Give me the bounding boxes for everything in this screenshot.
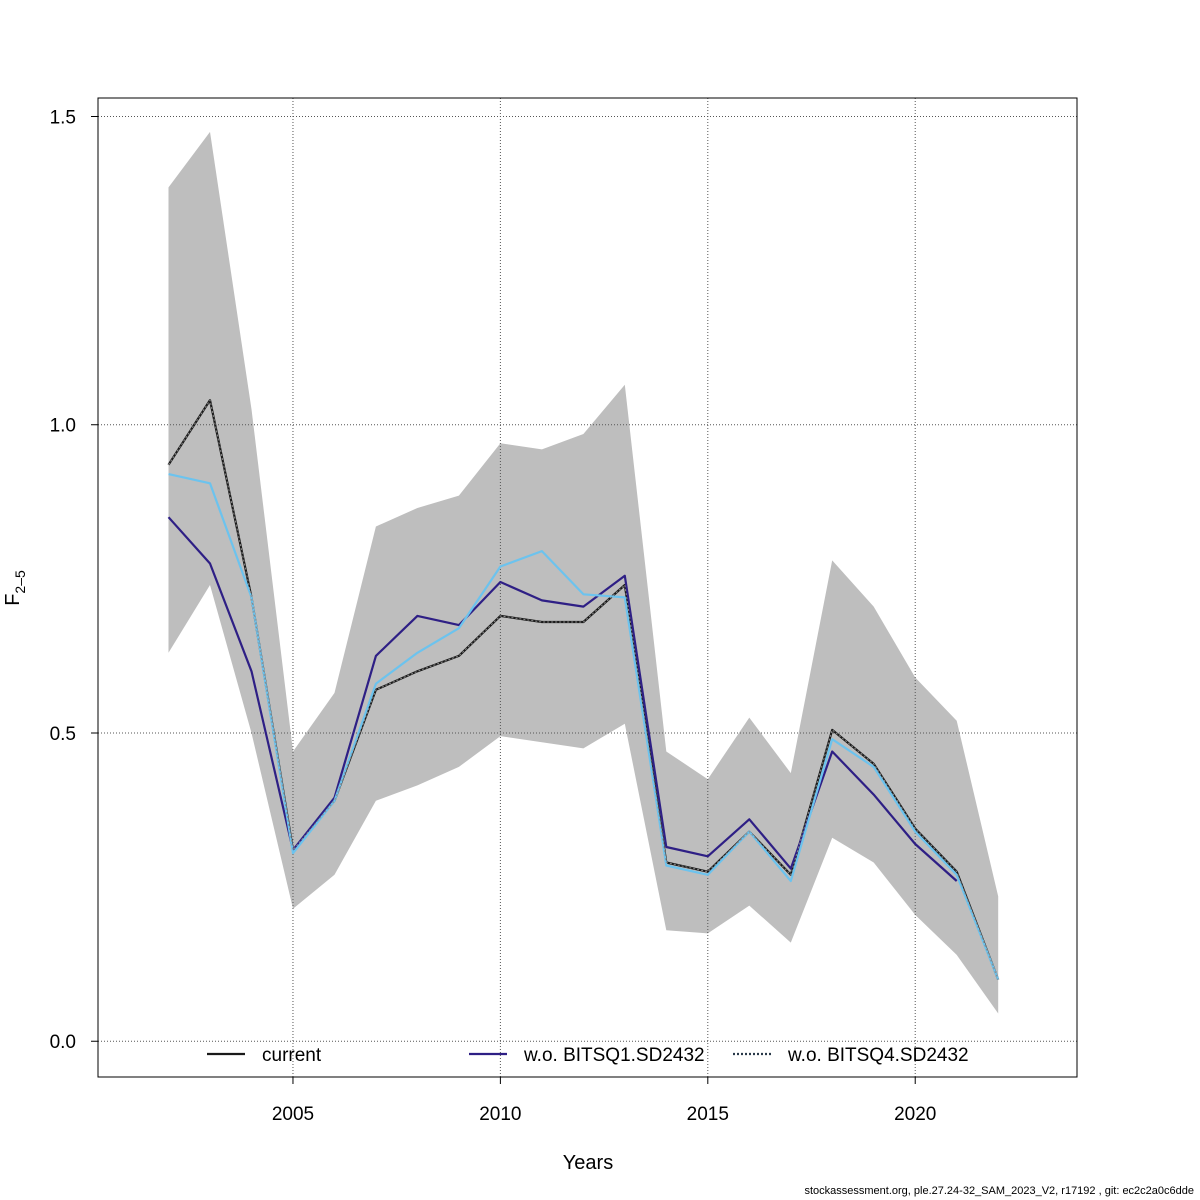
footer-credit: stockassessment.org, ple.27.24-32_SAM_20…	[804, 1185, 1194, 1197]
x-tick-label: 2010	[479, 1104, 521, 1125]
grid	[98, 98, 1077, 1077]
legend-label: w.o. BITSQ1.SD2432	[523, 1045, 705, 1066]
series-line	[168, 473, 1000, 981]
legend: current w.o. BITSQ1.SD2432 w.o. BITSQ4.SD2…	[207, 1045, 969, 1066]
x-tick-label: 2015	[687, 1104, 729, 1125]
series-lines	[167, 398, 1000, 981]
legend-label: current	[262, 1045, 322, 1066]
legend-label: w.o. BITSQ4.SD2432	[787, 1045, 969, 1066]
y-axis: 0.0 0.5 1.0 1.5	[50, 107, 98, 1053]
series-line-overlay	[168, 398, 999, 980]
y-axis-title-subscript: 2–5	[12, 570, 28, 594]
x-tick-label: 2005	[272, 1104, 314, 1125]
x-tick-label: 2020	[894, 1104, 936, 1125]
y-tick-label: 1.0	[50, 416, 76, 437]
y-tick-label: 0.0	[50, 1032, 76, 1053]
x-axis-title: Years	[563, 1152, 613, 1174]
confidence-band	[168, 131, 999, 1014]
x-axis: 2005 2010 2015 2020	[272, 1077, 936, 1125]
y-tick-label: 1.5	[50, 107, 76, 128]
y-axis-title: F2–5	[2, 570, 28, 606]
y-tick-label: 0.5	[50, 724, 76, 745]
plot-frame	[97, 97, 1078, 1078]
y-axis-title-main: F	[2, 594, 24, 606]
